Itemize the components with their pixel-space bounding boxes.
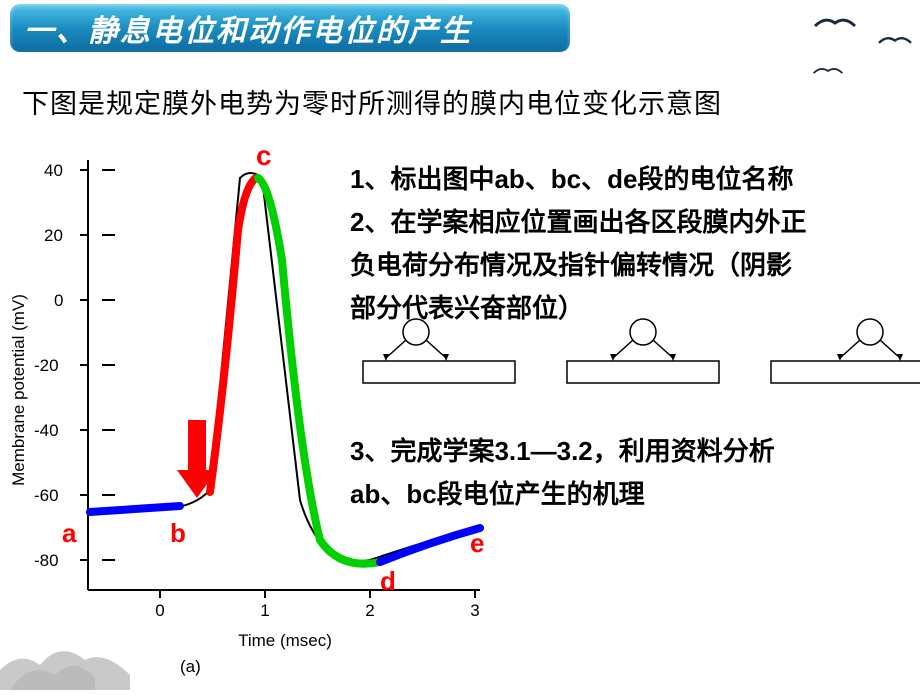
svg-text:40: 40: [44, 161, 63, 180]
section-header: 一、静息电位和动作电位的产生: [10, 4, 570, 52]
bird-icon: [810, 60, 846, 82]
electrode-diagram-3: [766, 318, 920, 390]
y-axis-label: Membrane potential (mV): [10, 294, 28, 486]
electrode-diagram-1: [358, 318, 520, 390]
svg-text:1: 1: [260, 601, 269, 620]
svg-text:20: 20: [44, 226, 63, 245]
question-3b: ab、bc段电位产生的机理: [350, 475, 905, 514]
svg-text:0: 0: [155, 601, 164, 620]
bird-icon: [810, 8, 860, 38]
point-e-label: e: [470, 528, 484, 558]
svg-text:2: 2: [365, 601, 374, 620]
svg-text:-80: -80: [34, 551, 59, 570]
subtitle-text: 下图是规定膜外电势为零时所测得的膜内电位变化示意图: [22, 82, 722, 121]
svg-text:3: 3: [470, 601, 479, 620]
svg-text:-60: -60: [34, 486, 59, 505]
bird-icon: [875, 28, 915, 53]
segment-de: [380, 528, 480, 562]
point-a-label: a: [62, 518, 77, 548]
point-d-label: d: [380, 566, 396, 596]
segment-ab: [90, 506, 180, 512]
svg-text:-40: -40: [34, 421, 59, 440]
question-2a: 2、在学案相应位置画出各区段膜内外正: [350, 203, 905, 242]
electrode-diagram-row: [358, 318, 920, 390]
rocks-decoration-icon: [0, 630, 130, 690]
sublabel: (a): [180, 657, 201, 676]
x-ticks: 0 1 2 3: [155, 590, 479, 620]
question-2b: 负电荷分布情况及指针偏转情况（阴影: [350, 246, 905, 285]
svg-text:0: 0: [54, 291, 63, 310]
segment-bc: [210, 178, 256, 492]
point-c-label: c: [256, 140, 272, 171]
electrode-diagram-2: [562, 318, 724, 390]
header-title: 一、静息电位和动作电位的产生: [24, 6, 472, 50]
x-axis-label: Time (msec): [238, 631, 332, 650]
question-3a: 3、完成学案3.1—3.2，利用资料分析: [350, 432, 905, 471]
point-b-label: b: [170, 518, 186, 548]
question-1: 1、标出图中ab、bc、de段的电位名称: [350, 160, 905, 199]
svg-text:-20: -20: [34, 356, 59, 375]
